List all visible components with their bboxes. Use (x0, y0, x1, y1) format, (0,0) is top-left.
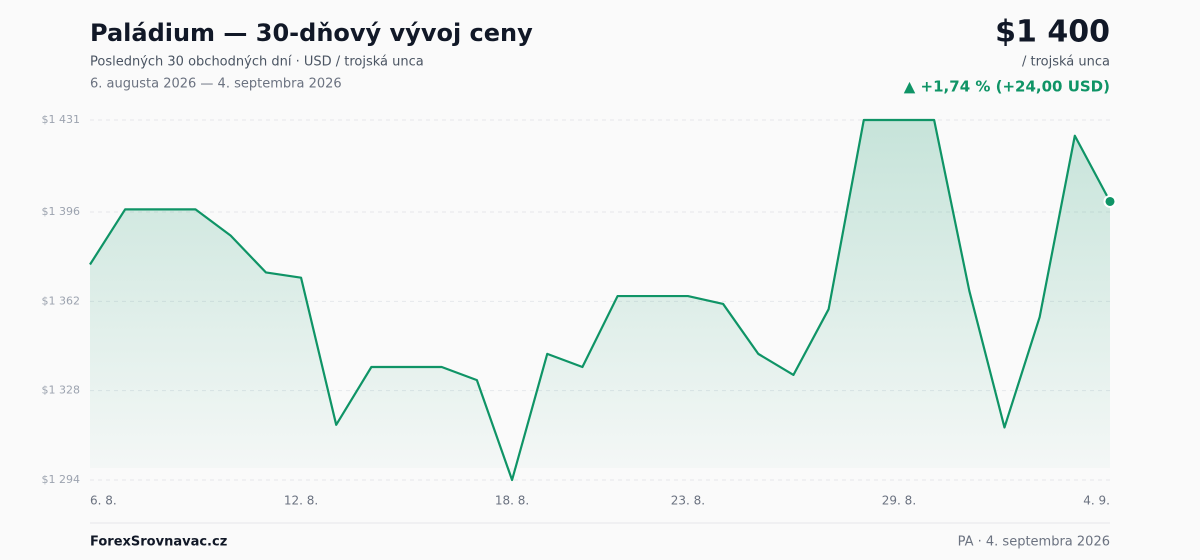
y-tick-label: $1 431 (42, 113, 81, 126)
end-point (1103, 194, 1117, 208)
area (90, 120, 1110, 480)
x-tick-label: 6. 8. (90, 494, 117, 508)
x-tick-label: 18. 8. (495, 494, 529, 508)
date-range: 6. augusta 2026 — 4. septembra 2026 (90, 77, 342, 92)
y-tick-label: $1 362 (42, 294, 81, 307)
footer-note: PA · 4. septembra 2026 (958, 535, 1110, 550)
x-tick-label: 29. 8. (882, 494, 916, 508)
x-tick-label: 23. 8. (671, 494, 705, 508)
x-tick-label: 4. 9. (1083, 494, 1110, 508)
y-tick-label: $1 396 (42, 205, 81, 218)
price: $1 400 (995, 15, 1110, 50)
source: ForexSrovnavac.cz (90, 535, 227, 550)
x-tick-label: 12. 8. (284, 494, 318, 508)
change: ▲ +1,74 % (+24,00 USD) (904, 78, 1110, 96)
line (89, 118, 1111, 482)
subtitle: Posledných 30 obchodných dní · USD / tro… (90, 55, 424, 70)
price-unit: / trojská unca (1022, 55, 1110, 70)
chart-title: Paládium — 30-dňový vývoj ceny (90, 19, 533, 47)
y-tick-label: $1 294 (42, 473, 81, 486)
y-tick-label: $1 328 (42, 384, 81, 397)
